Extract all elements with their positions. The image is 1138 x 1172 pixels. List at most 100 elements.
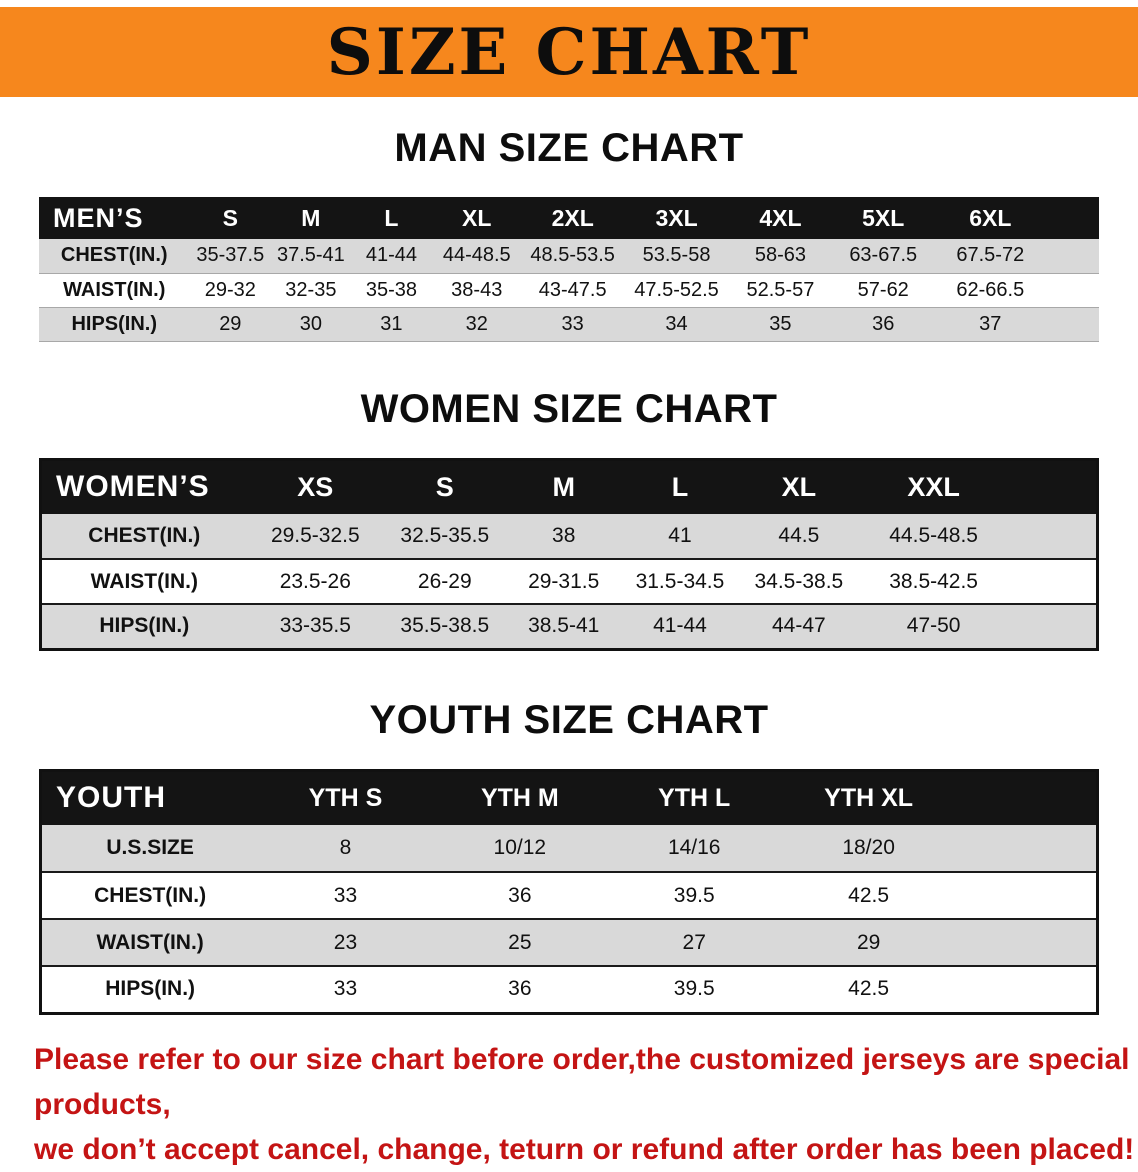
youth-size-section: YOUTH SIZE CHART YOUTH YTH S YTH M YTH L YTH… bbox=[0, 697, 1138, 1015]
column-header: YTH XL bbox=[781, 770, 956, 825]
table-cell: 44-48.5 bbox=[442, 244, 511, 267]
table-cell: 26-29 bbox=[417, 569, 472, 593]
table-cell: 35 bbox=[769, 312, 792, 335]
spacer-cell bbox=[1046, 307, 1099, 341]
table-cell: 35-37.5 bbox=[196, 244, 265, 267]
table-cell: 62-66.5 bbox=[956, 278, 1025, 301]
column-header: YTH L bbox=[607, 770, 782, 825]
spacer-cell bbox=[1008, 514, 1098, 559]
footer-notice: Please refer to our size chart before or… bbox=[34, 1037, 1138, 1172]
table-cell: 23 bbox=[333, 930, 358, 954]
table-cell: 33 bbox=[561, 312, 584, 335]
table-cell: 34.5-38.5 bbox=[754, 569, 844, 593]
table-cell: 29 bbox=[856, 930, 881, 954]
table-cell: 14/16 bbox=[667, 836, 721, 859]
column-header: S bbox=[384, 459, 506, 514]
spacer-cell bbox=[1046, 239, 1099, 273]
table-cell: 35-38 bbox=[365, 278, 417, 301]
spacer-cell bbox=[1045, 197, 1099, 239]
notice-line-1: Please refer to our size chart before or… bbox=[34, 1042, 1130, 1121]
table-cell: 33 bbox=[333, 977, 358, 1001]
man-size-section: MAN SIZE CHART MEN’S S M L XL 2XL 3XL 4XL 5XL 6XL… bbox=[0, 125, 1138, 342]
table-cell: 42.5 bbox=[848, 977, 890, 1001]
row-label: CHEST(IN.) bbox=[94, 883, 207, 907]
table-cell: 27 bbox=[682, 930, 706, 954]
column-header: M bbox=[271, 197, 351, 239]
table-cell: 10/12 bbox=[493, 836, 547, 859]
table-cell: 52.5-57 bbox=[746, 278, 815, 301]
row-label: HIPS(IN.) bbox=[105, 977, 196, 1001]
youth-table-label: YOUTH bbox=[40, 770, 259, 825]
table-cell: 30 bbox=[299, 312, 322, 335]
column-header: XXL bbox=[859, 459, 1008, 514]
youth-section-heading: YOUTH SIZE CHART bbox=[369, 697, 769, 742]
row-label: WAIST(IN.) bbox=[90, 569, 198, 593]
table-cell: 29-31.5 bbox=[528, 569, 600, 593]
table-cell: 8 bbox=[339, 836, 352, 859]
women-size-table: WOMEN’S XS S M L XL XXL CHEST(IN.) 29.5-32.5 32.5… bbox=[39, 457, 1099, 651]
table-cell: 29-32 bbox=[204, 278, 256, 301]
table-cell: 31 bbox=[380, 312, 403, 335]
table-cell: 67.5-72 bbox=[956, 244, 1025, 267]
spacer-cell bbox=[955, 770, 1098, 825]
table-cell: 32.5-35.5 bbox=[400, 524, 490, 547]
table-cell: 38.5-42.5 bbox=[889, 569, 978, 593]
table-cell: 23.5-26 bbox=[279, 569, 351, 593]
table-cell: 41 bbox=[668, 524, 692, 547]
table-cell: 53.5-58 bbox=[642, 244, 711, 267]
table-cell: 36 bbox=[508, 977, 532, 1001]
notice-line-2: we don’t accept cancel, change, teturn o… bbox=[34, 1132, 1135, 1166]
row-label: HIPS(IN.) bbox=[71, 312, 158, 335]
table-cell: 33 bbox=[333, 883, 358, 907]
table-row: CHEST(IN.) 33 36 39.5 42.5 bbox=[40, 872, 1098, 919]
header-row: YOUTH YTH S YTH M YTH L YTH XL bbox=[40, 770, 1098, 825]
header-row: WOMEN’S XS S M L XL XXL bbox=[40, 459, 1098, 514]
column-header: 3XL bbox=[624, 197, 730, 239]
spacer-cell bbox=[1007, 459, 1098, 514]
column-header: 2XL bbox=[521, 197, 625, 239]
table-cell: 57-62 bbox=[857, 278, 909, 301]
size-chart-page: SIZE CHART MAN SIZE CHART MEN’S S M L XL 2XL 3… bbox=[0, 7, 1138, 1172]
spacer-cell bbox=[956, 872, 1098, 919]
table-cell: 42.5 bbox=[848, 883, 890, 907]
table-cell: 39.5 bbox=[673, 883, 715, 907]
column-header: M bbox=[505, 459, 622, 514]
table-cell: 32 bbox=[465, 312, 488, 335]
table-cell: 41-44 bbox=[365, 244, 417, 267]
table-cell: 38.5-41 bbox=[528, 614, 600, 638]
row-label: CHEST(IN.) bbox=[60, 244, 168, 267]
spacer-cell bbox=[956, 825, 1098, 872]
header-row: MEN’S S M L XL 2XL 3XL 4XL 5XL 6XL bbox=[39, 197, 1099, 239]
row-label: WAIST(IN.) bbox=[96, 930, 204, 954]
youth-size-table-container: YOUTH YTH S YTH M YTH L YTH XL U.S.SIZE 8 10/12… bbox=[0, 768, 1138, 1015]
women-table-label: WOMEN’S bbox=[40, 459, 247, 514]
table-cell: 33-35.5 bbox=[279, 614, 351, 638]
table-row: HIPS(IN.) 33 36 39.5 42.5 bbox=[40, 966, 1098, 1013]
table-cell: 34 bbox=[665, 312, 688, 335]
table-cell: 31.5-34.5 bbox=[635, 569, 725, 593]
spacer-cell bbox=[1008, 604, 1098, 649]
table-cell: 58-63 bbox=[754, 244, 806, 267]
table-row: CHEST(IN.) 35-37.5 37.5-41 41-44 44-48.5 48.5… bbox=[39, 239, 1099, 273]
table-row: WAIST(IN.) 23.5-26 26-29 29-31.5 31.5-34.5 34… bbox=[40, 559, 1098, 604]
youth-size-table: YOUTH YTH S YTH M YTH L YTH XL U.S.SIZE 8 10/12… bbox=[39, 768, 1099, 1015]
men-size-table: MEN’S S M L XL 2XL 3XL 4XL 5XL 6XL CHEST(IN.) 35-37… bbox=[39, 197, 1099, 342]
man-size-table-container: MEN’S S M L XL 2XL 3XL 4XL 5XL 6XL CHEST(IN.) 35-37… bbox=[0, 197, 1138, 342]
table-cell: 32-35 bbox=[285, 278, 337, 301]
table-row: WAIST(IN.) 23 25 27 29 bbox=[40, 919, 1098, 966]
table-cell: 36 bbox=[872, 312, 895, 335]
men-table-label: MEN’S bbox=[39, 197, 190, 239]
man-section-heading: MAN SIZE CHART bbox=[394, 126, 744, 170]
women-section-heading: WOMEN SIZE CHART bbox=[360, 386, 778, 431]
table-cell: 44-47 bbox=[772, 614, 826, 638]
table-cell: 63-67.5 bbox=[849, 244, 918, 267]
table-row: U.S.SIZE 8 10/12 14/16 18/20 bbox=[40, 825, 1098, 872]
column-header: XS bbox=[246, 459, 385, 514]
banner: SIZE CHART bbox=[0, 7, 1138, 97]
column-header: 5XL bbox=[831, 197, 935, 239]
table-row: CHEST(IN.) 29.5-32.5 32.5-35.5 38 41 44.5 44.5… bbox=[40, 514, 1098, 559]
women-size-section: WOMEN SIZE CHART WOMEN’S XS S M L XL XXL CHEST(… bbox=[0, 386, 1138, 651]
table-cell: 41-44 bbox=[653, 614, 707, 638]
row-label: HIPS(IN.) bbox=[99, 614, 190, 638]
table-cell: 47-50 bbox=[906, 614, 961, 638]
